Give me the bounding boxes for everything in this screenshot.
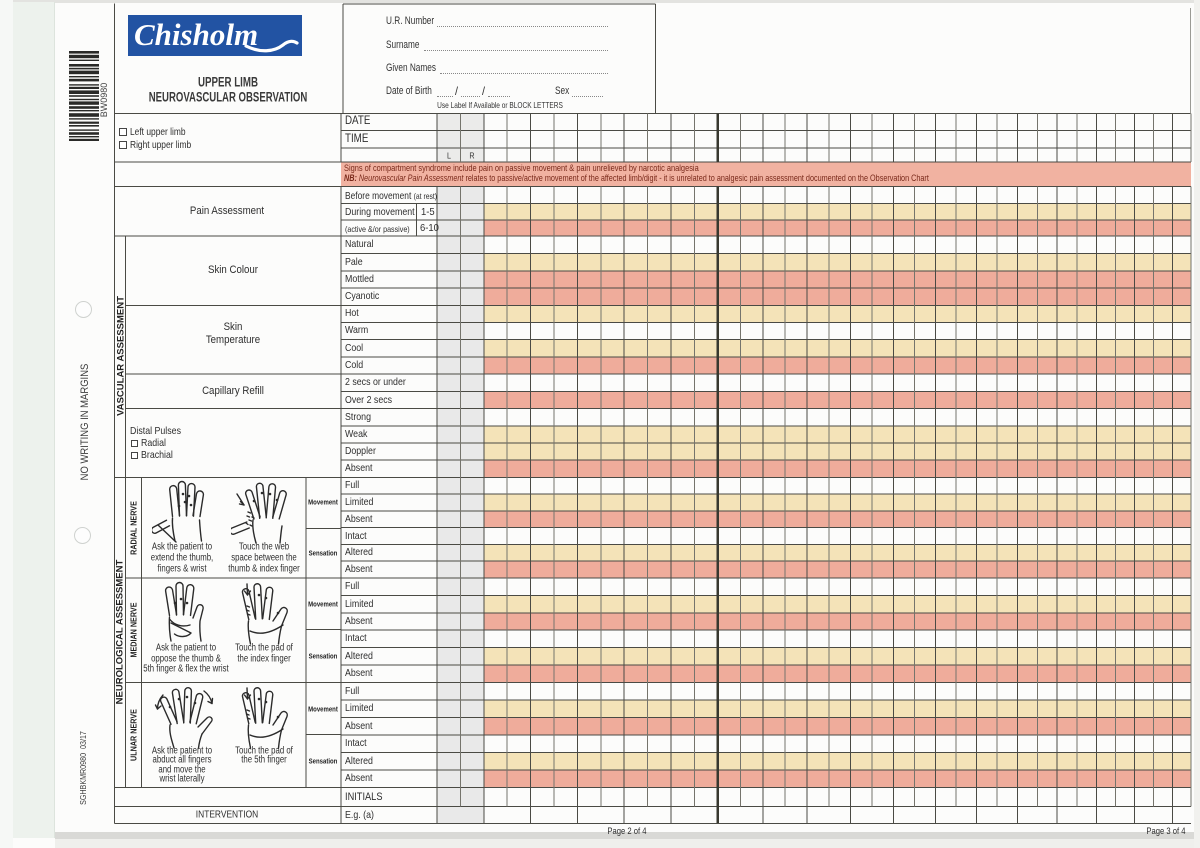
svg-text:Chisholm: Chisholm <box>134 17 258 52</box>
